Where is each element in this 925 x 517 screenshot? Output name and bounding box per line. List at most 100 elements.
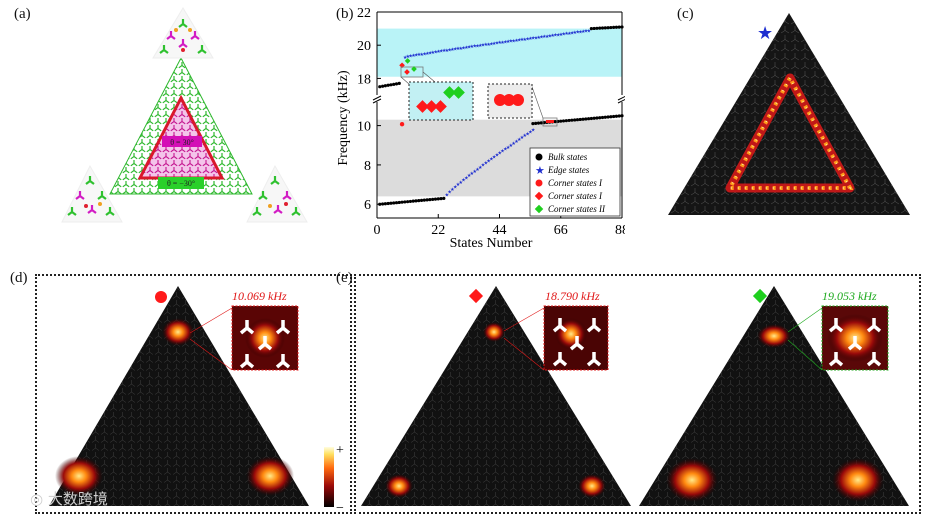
bulk-point [406,200,410,204]
edge-point: ★ [489,41,494,47]
edge-point: ★ [459,180,464,186]
edge-point: ★ [484,42,489,48]
legend-corner-II: Corner states II [548,204,606,214]
bulk-point [422,198,426,202]
freq-label-e-right: 19.053 kHz [822,289,877,303]
x-tick-label: 88 [615,223,625,238]
edge-point: ★ [575,30,580,36]
edge-point: ★ [489,157,494,163]
legend-corner-I-diamond: Corner states I [548,191,603,201]
edge-point: ★ [581,29,586,35]
bulk-point [584,117,588,121]
edge-point: ★ [528,36,533,42]
panel-a-lattice: θ = 30° θ = −30° [61,7,308,223]
chart-xlabel: States Number [450,236,533,251]
bulk-point [586,117,591,121]
panel-e-field-right: 19.053 kHz [639,286,909,506]
edge-point: ★ [584,29,589,35]
edge-point: ★ [520,37,525,43]
edge-point: ★ [425,51,430,57]
panel-b-label: (b) [336,6,354,22]
bulk-point [380,84,385,88]
freq-label-e-left: 18.790 kHz [545,289,600,303]
edge-point: ★ [525,36,530,42]
edge-point: ★ [478,43,483,49]
svg-text:★: ★ [535,165,545,177]
bulk-point [595,26,599,30]
edge-point: ★ [403,55,408,61]
corner-inset-right [246,164,308,223]
panel-e-label: (e) [336,270,353,286]
edge-point: ★ [536,35,541,41]
chart-legend: Bulk states ★ Edge states Corner states … [529,147,621,217]
bulk-point [612,25,616,29]
edge-point: ★ [514,38,519,44]
x-tick-label: 44 [493,223,507,238]
corner-mode-right [246,456,294,496]
edge-point: ★ [464,45,469,51]
y-tick-label: 22 [357,6,371,21]
edge-point: ★ [461,45,466,51]
edge-point: ★ [408,54,413,60]
corner-I-circle-point [399,122,405,127]
bulk-point [609,115,613,119]
edge-mode-ring [725,73,855,193]
bulk-point [417,199,421,203]
corner-inset-left [61,164,123,223]
edge-point: ★ [517,38,522,44]
bulk-point [394,82,399,86]
edge-point: ★ [447,189,452,195]
y-tick-label: 6 [364,198,371,213]
bulk-point [392,201,396,205]
edge-point: ★ [467,173,472,179]
bulk-point [386,83,390,87]
bulk-point [575,118,580,122]
axis-break [617,95,625,101]
edge-point: ★ [433,50,438,56]
colorbar-minus: − [336,501,344,516]
edge-point: ★ [431,50,436,56]
bulk-point [411,199,415,203]
corner-I-diamond-icon [468,288,484,304]
edge-point: ★ [509,143,514,149]
bulk-point [436,197,440,201]
bulk-point [598,116,602,120]
bulk-point [600,115,605,120]
edge-point: ★ [553,33,558,39]
panel-c-label: (c) [677,6,694,22]
y-tick-label: 10 [357,120,371,135]
zoom-inset-e-left [543,305,609,371]
edge-point: ★ [467,45,472,51]
bulk-point [614,114,619,118]
bulk-point [419,198,424,202]
bulk-point [559,119,563,123]
edge-point: ★ [506,39,511,45]
edge-point: ★ [453,184,458,190]
band-upper-gap [377,28,622,77]
edge-point: ★ [495,41,500,47]
edge-point: ★ [492,155,497,161]
zoom-inset-upper [400,66,474,121]
bulk-point [425,198,429,202]
zoom-inset-d [231,305,299,371]
edge-state-star-icon: ★ [757,23,773,43]
edge-point: ★ [559,32,564,38]
edge-point: ★ [486,42,491,48]
edge-point: ★ [531,128,536,134]
edge-point: ★ [481,163,486,169]
edge-point: ★ [428,50,433,56]
bulk-point [578,117,582,122]
bulk-point [606,26,610,30]
bulk-point [561,119,566,123]
edge-point: ★ [442,48,447,54]
edge-point: ★ [564,31,569,37]
legend-edge: Edge states [547,165,590,175]
bulk-point [394,201,399,205]
bulk-point [564,119,568,123]
edge-point: ★ [486,159,491,165]
edge-point: ★ [509,39,514,45]
bulk-point [598,26,602,30]
edge-point: ★ [445,48,450,54]
bulk-point [606,115,610,119]
bulk-point [403,200,407,204]
